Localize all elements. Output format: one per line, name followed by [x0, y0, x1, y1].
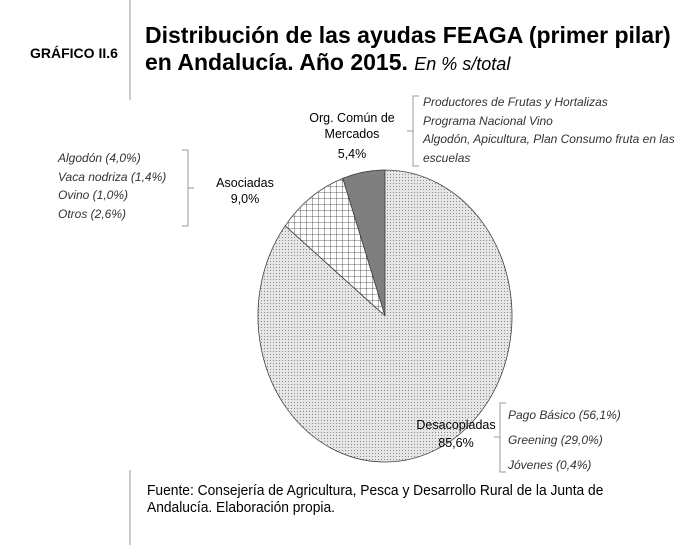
chart-subtitle: En % s/total — [414, 54, 511, 74]
annotation: Jóvenes (0,4%) — [508, 458, 592, 472]
slice-label: Desacopladas — [416, 418, 496, 432]
chart-title: Distribución de las ayudas FEAGA (primer… — [145, 22, 690, 78]
slice-label: Asociadas — [216, 176, 274, 190]
bracket — [494, 402, 506, 473]
bracket — [182, 149, 194, 227]
title-text: Distribución de las ayudas FEAGA (primer… — [145, 22, 671, 75]
annotation-list: Pago Básico (56,1%) Greening (29,0%) Jóven… — [508, 403, 688, 478]
annotation: Ovino (1,0%) — [58, 188, 129, 202]
annotation: Pago Básico (56,1%) — [508, 408, 621, 422]
annotation: Algodón (4,0%) — [58, 151, 141, 165]
pie — [257, 169, 513, 463]
annotation: Otros (2,6%) — [58, 206, 127, 221]
annotation: Algodón, Apicultura, Plan Consumo fruta … — [423, 132, 675, 165]
slice-value: 9,0% — [230, 192, 260, 206]
annotation-list: Algodón (4,0%) Vaca nodriza (1,4%) Ovino (… — [58, 149, 188, 223]
annotation-list: Productores de Frutas y Hortalizas Progra… — [423, 93, 693, 167]
annotation: Programa Nacional Vino — [423, 113, 553, 128]
annotation: Vaca nodriza (1,4%) — [58, 169, 167, 184]
slice-label: Org. Común de Mercados — [309, 111, 395, 141]
figure-label: GRÁFICO II.6 — [30, 45, 118, 61]
pie-slice — [284, 177, 386, 318]
slice-value: 5,4% — [337, 147, 367, 161]
annotation: Greening (29,0%) — [508, 433, 603, 447]
bracket — [407, 95, 419, 167]
slice-value: 85,6% — [438, 436, 474, 450]
source-note: Fuente: Consejería de Agricultura, Pesca… — [147, 482, 604, 516]
annotation: Productores de Frutas y Hortalizas — [423, 95, 608, 109]
pie-slice — [257, 169, 513, 463]
